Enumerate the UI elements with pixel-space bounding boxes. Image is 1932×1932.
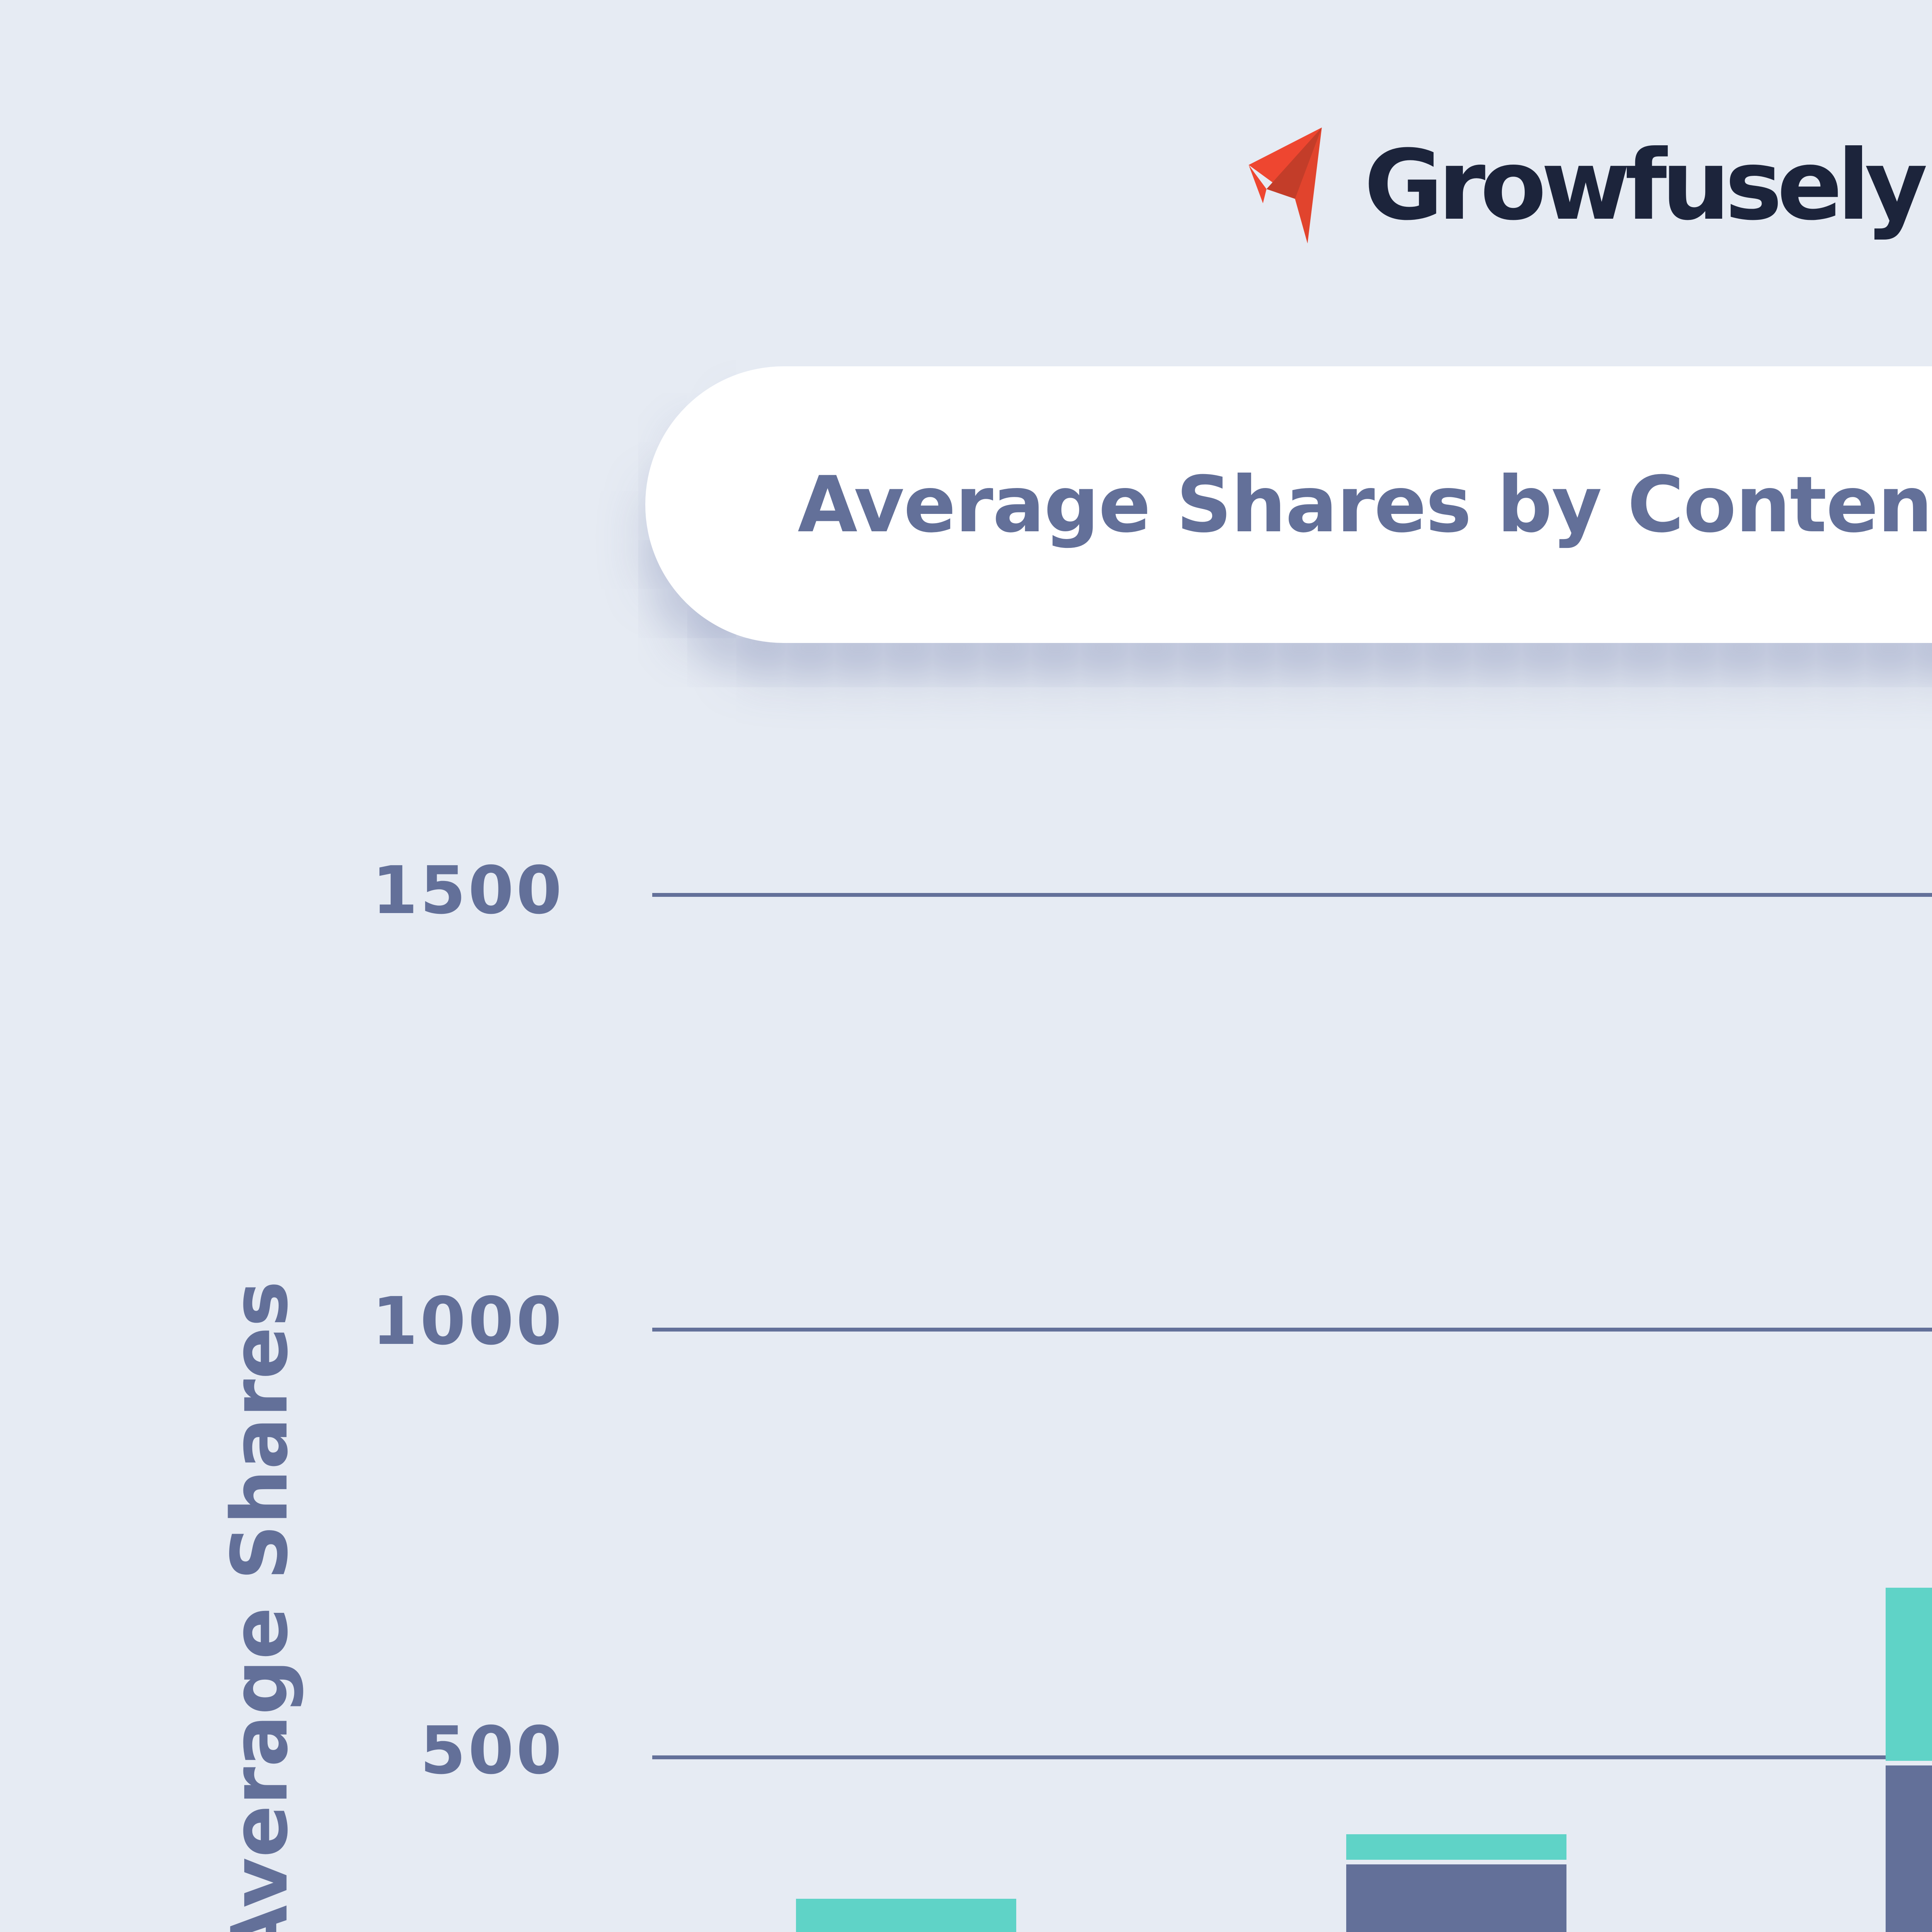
gridline-1500 bbox=[652, 893, 1932, 897]
gridline-500 bbox=[652, 1755, 1932, 1759]
segment-facebook bbox=[1346, 1834, 1566, 1860]
y-tick-1500: 1500 bbox=[372, 852, 564, 929]
y-tick-1000: 1000 bbox=[372, 1283, 564, 1360]
bar-3000-10000-words bbox=[1346, 1833, 1566, 1932]
y-axis-label: Average Shares bbox=[215, 1281, 305, 1932]
y-tick-500: 500 bbox=[420, 1713, 564, 1789]
brand-logo: Growfusely bbox=[1244, 116, 1928, 255]
bar-0-100-words bbox=[796, 1897, 1016, 1932]
gridline-1000 bbox=[652, 1328, 1932, 1332]
title-pill: Average Shares by Content Length bbox=[645, 366, 1932, 643]
segment-facebook bbox=[1886, 1588, 1932, 1761]
segment-facebook bbox=[796, 1899, 1016, 1932]
brand-name: Growfusely bbox=[1364, 129, 1928, 242]
paper-plane-icon bbox=[1248, 128, 1322, 243]
segment-linkedin bbox=[1346, 1864, 1566, 1932]
segment-linkedin bbox=[1886, 1765, 1932, 1932]
chart-title: Average Shares by Content Length bbox=[798, 459, 1932, 550]
bar-1000-2000-words bbox=[1886, 1586, 1932, 1932]
